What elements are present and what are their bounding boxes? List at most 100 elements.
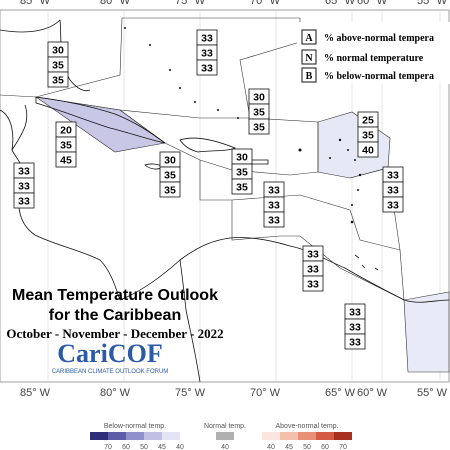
box-value: 33: [18, 196, 30, 208]
box-value: 33: [307, 249, 319, 261]
box-value: 30: [253, 92, 265, 104]
box-cell: [344, 333, 366, 350]
key-badge: [301, 29, 317, 45]
probability-box: 33 33 33: [196, 29, 218, 76]
box-value: 33: [387, 185, 399, 197]
title: for the Caribbean: [49, 307, 181, 324]
box-cell: [13, 192, 35, 209]
probability-box: 20 35 45: [55, 121, 77, 168]
probability-box: 30 35 35: [47, 41, 69, 88]
box-value: 33: [268, 200, 280, 212]
coastline: [0, 19, 450, 383]
colorbar-tick: 40: [221, 444, 229, 450]
box-value: 20: [60, 125, 72, 137]
colorbar-tick: 70: [104, 444, 112, 450]
box-value: 33: [387, 170, 399, 182]
colorbar-tick: 40: [267, 444, 275, 450]
colorbar-title: Below-normal temp.: [104, 423, 166, 430]
box-value: 35: [253, 122, 265, 134]
colorbar-tick: 45: [285, 444, 293, 450]
box-value: 33: [349, 322, 361, 334]
box-value: 35: [164, 170, 176, 182]
box-value: 33: [18, 181, 30, 193]
box-value: 30: [236, 152, 248, 164]
box-cell: [382, 196, 404, 213]
key-badge: [301, 49, 317, 65]
lon-label: 60° W: [357, 0, 388, 7]
key-letter: B: [306, 71, 313, 82]
logo-caption: CARIBBEAN CLIMATE OUTLOOK FORUM: [52, 369, 169, 375]
box-value: 33: [307, 279, 319, 291]
key-text: % above-normal tempera: [324, 33, 434, 44]
box-cell: [302, 275, 324, 292]
box-cell: [196, 59, 218, 76]
lon-label: 60° W: [357, 387, 388, 399]
box-value: 35: [253, 107, 265, 119]
box-value: 33: [18, 166, 30, 178]
lon-label: 85° W: [20, 387, 51, 399]
colorbar-tick: 40: [176, 444, 184, 450]
box-value: 33: [201, 33, 213, 45]
box-cell: [248, 118, 270, 135]
probability-box: 33 33 33: [344, 303, 366, 350]
box-value: 33: [201, 63, 213, 75]
box-value: 45: [60, 155, 72, 167]
box-value: 33: [387, 200, 399, 212]
region-light-shade: [403, 291, 450, 373]
colorbar-tick: 60: [122, 444, 130, 450]
colorbar-title: Normal temp.: [204, 423, 246, 430]
colorbar-tick: 45: [158, 444, 166, 450]
key-text: % below-normal tempera: [324, 71, 434, 82]
probability-box: 30 35 35: [248, 88, 270, 135]
box-value: 35: [362, 130, 374, 142]
box-value: 33: [349, 307, 361, 319]
probability-box: 33 33 33: [263, 181, 285, 228]
colorbar-title: Above-normal temp.: [275, 423, 338, 430]
box-value: 35: [236, 182, 248, 194]
box-value: 30: [164, 155, 176, 167]
box-cell: [159, 181, 181, 198]
key-letter: N: [305, 53, 313, 64]
lon-label: 70° W: [250, 0, 281, 7]
key-letter: A: [305, 33, 313, 44]
colorbar-tick: 50: [140, 444, 148, 450]
region-light-shade: [317, 111, 391, 179]
key-text: % normal temperature: [324, 53, 424, 64]
box-value: 35: [52, 60, 64, 72]
probability-box: 33 33 33: [13, 162, 35, 209]
logo: CariCOF: [57, 339, 162, 368]
colorbar-tick: 60: [321, 444, 329, 450]
colorbar-tick: 50: [303, 444, 311, 450]
lon-label: 75° W: [175, 0, 206, 7]
box-value: 33: [268, 215, 280, 227]
probability-box: 25 35 40: [357, 111, 379, 158]
lon-label: 80° W: [100, 0, 131, 7]
box-value: 30: [52, 45, 64, 57]
lon-label: 65° W: [325, 387, 356, 399]
subtitle: October - November - December - 2022: [6, 326, 223, 341]
lon-label: 65° W: [325, 0, 356, 7]
map-frame: [0, 9, 450, 383]
box-cell: [55, 151, 77, 168]
key: A % above-normal tempera N % normal temp…: [301, 29, 434, 83]
box-cell: [47, 71, 69, 88]
lon-label: 80° W: [100, 387, 131, 399]
title: Mean Temperature Outlook: [12, 287, 218, 304]
box-value: 35: [60, 140, 72, 152]
probability-box: 30 35 35: [231, 148, 253, 195]
colorbar-tick: 70: [339, 444, 347, 450]
key-badge: [301, 67, 317, 83]
lon-label: 55° W: [417, 0, 448, 7]
key-panel: [297, 22, 450, 84]
probability-box: 33 33 33: [382, 166, 404, 213]
box-value: 35: [164, 185, 176, 197]
lon-label: 55° W: [417, 387, 448, 399]
lon-label: 85° W: [20, 0, 51, 7]
lon-label: 75° W: [175, 387, 206, 399]
box-value: 35: [236, 167, 248, 179]
lon-label: 70° W: [250, 387, 281, 399]
box-value: 33: [307, 264, 319, 276]
probability-box: 33 33 33: [302, 245, 324, 292]
